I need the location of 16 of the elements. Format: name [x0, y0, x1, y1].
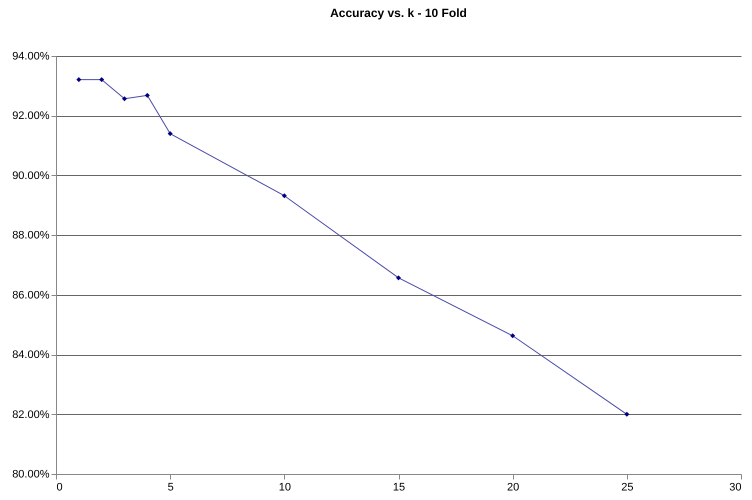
- y-tick-label: 90.00%: [12, 170, 50, 182]
- y-tick-label: 88.00%: [12, 230, 50, 242]
- y-tick-label: 92.00%: [12, 110, 50, 122]
- x-tick-label: 25: [621, 482, 634, 494]
- chart-title: Accuracy vs. k - 10 Fold: [330, 6, 467, 20]
- y-tick-label: 86.00%: [12, 289, 50, 302]
- x-tick-label: 10: [278, 482, 291, 494]
- x-tick-label: 15: [392, 482, 406, 494]
- y-tick-label: 94.00%: [12, 50, 50, 62]
- y-tick-label: 82.00%: [12, 408, 50, 421]
- x-tick-label: 20: [507, 482, 520, 494]
- y-tick-label: 84.00%: [12, 349, 50, 362]
- x-tick-label: 0: [56, 482, 63, 494]
- x-tick-label: 30: [729, 482, 742, 494]
- x-tick-label: 5: [168, 482, 174, 494]
- y-tick-label: 80.00%: [12, 468, 50, 480]
